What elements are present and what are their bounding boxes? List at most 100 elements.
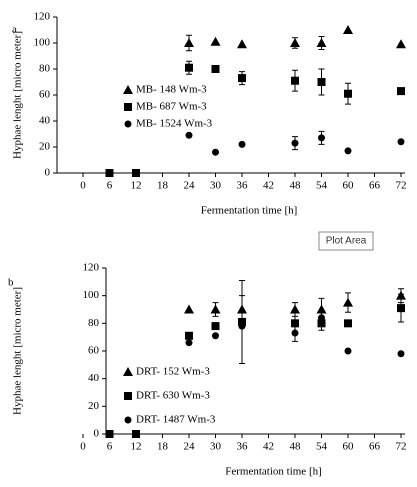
y-axis-title: Hyphae lenght [micro meter]: [12, 287, 24, 415]
data-point: [397, 138, 405, 146]
x-tick-label: 18: [157, 441, 169, 453]
x-tick-label: 60: [343, 180, 355, 192]
x-tick-label: 0: [80, 180, 86, 192]
data-point: [343, 297, 353, 307]
data-point: [212, 148, 219, 156]
x-axis-title: Fermentation time [h]: [201, 205, 298, 217]
x-tick-label: 54: [316, 180, 328, 192]
data-point: [237, 39, 247, 49]
legend-label: DRT- 152 Wm-3: [136, 366, 210, 378]
tooltip-box: [318, 231, 374, 251]
x-tick-label: 66: [369, 441, 381, 453]
legend-label: DRT- 630 Wm-3: [136, 390, 210, 402]
data-point: [184, 38, 194, 47]
x-tick-label: 48: [290, 180, 302, 192]
legend-marker: [124, 416, 132, 424]
legend-marker: [124, 103, 132, 111]
x-tick-label: 72: [396, 180, 407, 192]
x-tick-label: 18: [157, 180, 169, 192]
legend-label: DRT- 1487 Wm-3: [136, 414, 216, 426]
data-point: [344, 147, 352, 155]
legend-marker: [123, 85, 133, 94]
data-point: [290, 304, 300, 314]
x-tick-label: 12: [131, 441, 142, 453]
y-tick-label: 0: [45, 167, 51, 179]
y-tick-label: 80: [39, 63, 51, 75]
tooltip: Plot Area: [318, 231, 374, 251]
x-axis-title: Fermentation time [h]: [225, 466, 322, 478]
x-tick-label: 66: [369, 180, 381, 192]
data-point: [238, 322, 246, 330]
data-point: [344, 89, 352, 98]
legend-label: MB- 148 Wm-3: [136, 84, 207, 96]
y-tick-label: 100: [83, 289, 100, 301]
data-point: [210, 36, 221, 46]
y-tick-label: 20: [39, 141, 51, 153]
legend-marker: [124, 120, 132, 128]
y-tick-label: 40: [39, 115, 51, 127]
data-point: [184, 304, 194, 314]
x-tick-label: 36: [237, 180, 249, 192]
legend-label: MB- 1524 Wm-3: [136, 118, 213, 130]
x-tick-label: 6: [107, 180, 113, 192]
data-point: [238, 74, 246, 83]
data-point: [290, 38, 300, 47]
panel-label: b: [8, 277, 14, 289]
x-tick-label: 48: [290, 441, 302, 453]
y-tick-label: 20: [88, 400, 100, 412]
data-point: [318, 134, 325, 142]
data-point: [132, 169, 140, 177]
data-point: [185, 331, 193, 340]
data-point: [344, 319, 352, 328]
x-tick-label: 30: [210, 180, 222, 192]
y-tick-label: 60: [39, 89, 51, 101]
x-tick-label: 24: [184, 441, 196, 453]
data-point: [185, 63, 193, 72]
data-point: [185, 339, 193, 347]
x-tick-label: 6: [107, 441, 113, 453]
y-tick-label: 100: [34, 37, 51, 49]
data-point: [291, 329, 299, 337]
data-point: [291, 76, 299, 85]
y-tick-label: 120: [83, 262, 100, 274]
panel-label: a: [12, 24, 17, 36]
legend-marker: [124, 392, 132, 400]
data-point: [318, 314, 325, 322]
legend-label: MB- 687 Wm-3: [136, 101, 207, 113]
data-point: [211, 322, 220, 331]
data-point: [397, 304, 405, 313]
data-point: [210, 304, 221, 314]
x-tick-label: 42: [263, 180, 274, 192]
data-point: [396, 39, 406, 49]
data-point: [291, 139, 299, 147]
y-tick-label: 60: [88, 345, 100, 357]
y-tick-label: 40: [88, 372, 100, 384]
y-tick-label: 120: [34, 11, 51, 23]
data-point: [132, 430, 140, 438]
data-point: [291, 319, 299, 328]
x-tick-label: 24: [184, 180, 196, 192]
data-point: [316, 304, 327, 314]
data-point: [185, 131, 193, 139]
tooltip-text: Plot Area: [326, 236, 367, 247]
data-point: [105, 430, 114, 438]
data-point: [212, 332, 219, 340]
data-point: [211, 65, 220, 73]
x-tick-label: 36: [237, 441, 249, 453]
data-point: [238, 140, 246, 148]
y-tick-label: 0: [94, 428, 100, 440]
y-axis-title: Hyphae lenght [micro meter]: [12, 31, 24, 159]
x-tick-label: 72: [396, 441, 407, 453]
data-point: [397, 350, 405, 358]
data-point: [397, 87, 405, 96]
data-point: [316, 38, 327, 47]
data-point: [343, 25, 353, 34]
x-tick-label: 12: [131, 180, 142, 192]
data-point: [238, 317, 246, 326]
data-point: [317, 78, 326, 86]
x-tick-label: 30: [210, 441, 222, 453]
data-point: [105, 169, 114, 177]
data-point: [344, 347, 352, 355]
y-tick-label: 80: [88, 317, 100, 329]
